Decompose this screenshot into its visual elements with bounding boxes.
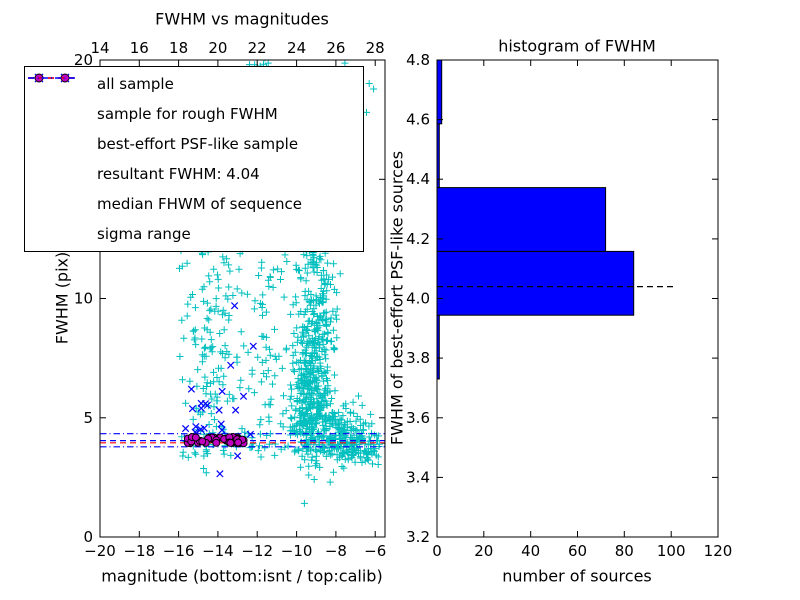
histogram-axes: 0 20 40 60 80 100 120 3.2 3.4 3.6 3.8 4.0 4.2 4.4 4.6 4… <box>406 51 732 560</box>
tick-label: −20 <box>84 542 116 560</box>
legend-item-psf-sample: best-effort PSF-like sample <box>25 73 363 158</box>
right-xaxis-label: number of sources <box>502 566 652 586</box>
legend-item-median-fwhm: median FHWM of sequence <box>25 77 363 218</box>
right-yaxis-label: FWHM of best-effort PSF-like sources <box>387 150 407 446</box>
series-psf-sample <box>183 433 248 448</box>
tick-label: −16 <box>163 542 195 560</box>
tick-label: 20 <box>74 51 93 69</box>
legend-label: sigma range <box>97 225 191 243</box>
histogram-bars <box>436 59 635 380</box>
tick-label: 4.6 <box>406 111 430 129</box>
right-chart-title: histogram of FWHM <box>498 36 656 56</box>
scatter-axes: −20 −18 −16 −14 −12 −10 −8 −6 14 16 18 20 22 24 26 28 0 5… <box>74 39 386 560</box>
tick-label: −10 <box>281 542 313 560</box>
tick-label: 22 <box>248 39 267 57</box>
left-chart-title: FWHM vs magnitudes <box>155 9 329 29</box>
tick-label: 18 <box>169 39 188 57</box>
tick-label: −6 <box>364 542 386 560</box>
tick-label: 14 <box>90 39 109 57</box>
dashdot-line-icon <box>28 77 87 245</box>
tick-label: 10 <box>74 290 93 308</box>
scatter-x-marker-icon <box>31 73 87 125</box>
legend-label: sample for rough FWHM <box>97 105 278 123</box>
tick-label: 24 <box>287 39 306 57</box>
series-all-sample <box>176 60 385 507</box>
tick-label: 3.2 <box>406 528 430 546</box>
legend-item-resultant-fwhm: resultant FWHM: 4.04 <box>25 77 363 188</box>
tick-label: 28 <box>366 39 385 57</box>
tick-label: 0 <box>432 542 442 560</box>
legend-item-sigma-range: sigma range <box>25 77 363 248</box>
tick-label: 3.8 <box>406 349 430 367</box>
tick-label: 100 <box>657 542 686 560</box>
tick-label: 4.4 <box>406 170 430 188</box>
tick-label: −14 <box>202 542 234 560</box>
tick-label: −12 <box>241 542 273 560</box>
left-yaxis-label: FWHM (pix) <box>52 251 72 345</box>
legend-marker-glyph <box>28 77 77 79</box>
tick-label: 20 <box>474 542 493 560</box>
tick-label: 16 <box>130 39 149 57</box>
tick-label: 4.0 <box>406 290 430 308</box>
legend-label: all sample <box>97 75 174 93</box>
dashed-line-icon <box>28 77 87 215</box>
tick-label: 20 <box>208 39 227 57</box>
left-xaxis-label: magnitude (bottom:isnt / top:calib) <box>101 566 383 586</box>
tick-label: 120 <box>704 542 733 560</box>
tick-label: 40 <box>521 542 540 560</box>
dashed-line-icon <box>28 77 87 185</box>
legend-label: resultant FWHM: 4.04 <box>97 165 260 183</box>
tick-label: 4.2 <box>406 230 430 248</box>
right-ticks <box>436 59 719 538</box>
legend-label: best-effort PSF-like sample <box>97 135 299 153</box>
tick-label: −18 <box>123 542 155 560</box>
tick-label: −8 <box>325 542 347 560</box>
tick-label: 5 <box>83 409 93 427</box>
tick-label: 4.8 <box>406 51 430 69</box>
histogram-bar <box>436 59 443 125</box>
legend: all sample sample for rough FWHM best-ef… <box>24 66 364 252</box>
legend-label: median FHWM of sequence <box>97 195 302 213</box>
tick-label: 0 <box>83 528 93 546</box>
scatter-circle-marker-icon <box>31 73 87 155</box>
histogram-bar <box>436 250 635 316</box>
tick-label: 3.4 <box>406 468 430 486</box>
tick-label: 26 <box>326 39 345 57</box>
tick-label: 3.6 <box>406 409 430 427</box>
histogram-bar <box>436 187 607 252</box>
tick-label: 60 <box>568 542 587 560</box>
legend-item-rough-fwhm: sample for rough FWHM <box>25 73 363 128</box>
tick-label: 80 <box>615 542 634 560</box>
